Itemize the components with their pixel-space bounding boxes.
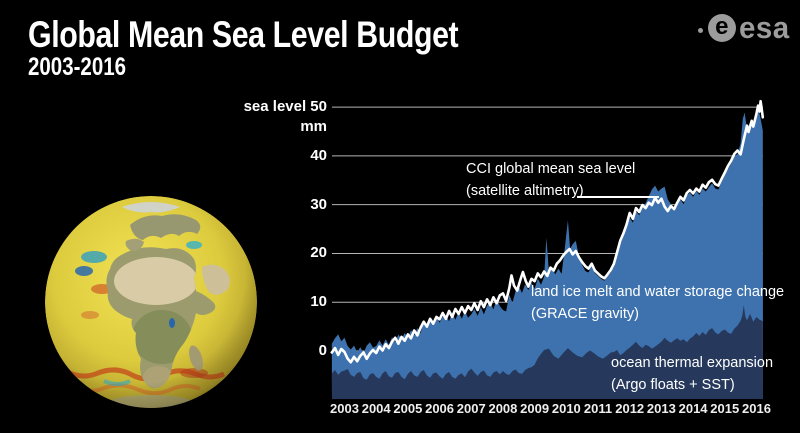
annotation-altimetry-line2: (satellite altimetry) — [466, 183, 584, 199]
x-tick-2008: 2008 — [488, 401, 518, 416]
x-tick-2006: 2006 — [425, 401, 455, 416]
x-tick-2007: 2007 — [456, 401, 486, 416]
esa-logo-e-icon: e — [707, 13, 736, 42]
x-tick-2013: 2013 — [646, 401, 676, 416]
altimetry-line-sample — [577, 196, 659, 198]
esa-logo-text: esa — [738, 10, 790, 45]
earth-globe-image — [45, 196, 257, 408]
annotation-thermal-line1: ocean thermal expansion — [611, 355, 774, 371]
esa-logo: e esa — [697, 10, 792, 45]
x-tick-2011: 2011 — [583, 401, 613, 416]
x-tick-2014: 2014 — [678, 401, 708, 416]
page-subtitle: 2003-2016 — [28, 53, 127, 81]
page-title: Global Mean Sea Level Budget — [28, 14, 459, 55]
annotation-altimetry: CCI global mean sea level (satellite alt… — [466, 158, 635, 202]
x-tick-2010: 2010 — [551, 401, 581, 416]
y-tick-40: 40 — [310, 146, 327, 164]
annotation-altimetry-line1: CCI global mean sea level — [466, 161, 636, 177]
annotation-thermal-line2: (Argo floats + SST) — [611, 377, 735, 393]
y-tick-20: 20 — [310, 244, 327, 262]
annotation-land-ice-line1: land ice melt and water storage change — [531, 284, 785, 300]
y-axis-unit: mm — [300, 118, 327, 136]
x-tick-2012: 2012 — [615, 401, 645, 416]
x-tick-2005: 2005 — [393, 401, 423, 416]
annotation-thermal: ocean thermal expansion (Argo floats + S… — [611, 352, 773, 396]
x-tick-2009: 2009 — [520, 401, 550, 416]
x-tick-2016: 2016 — [742, 401, 771, 416]
x-tick-2003: 2003 — [330, 401, 359, 416]
annotation-land-ice-line2: (GRACE gravity) — [531, 306, 639, 322]
y-tick-50: sea level 50 — [243, 98, 327, 116]
y-tick-30: 30 — [310, 195, 327, 213]
x-tick-2015: 2015 — [710, 401, 740, 416]
y-tick-10: 10 — [310, 293, 327, 311]
annotation-land-ice: land ice melt and water storage change (… — [531, 281, 784, 325]
x-tick-2004: 2004 — [361, 401, 391, 416]
esa-logo-dot-icon — [697, 28, 703, 33]
globe-surface — [45, 196, 257, 408]
y-tick-0: 0 — [318, 342, 327, 359]
